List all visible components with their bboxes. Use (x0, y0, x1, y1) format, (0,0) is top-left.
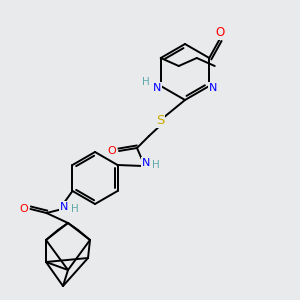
Text: N: N (60, 202, 69, 212)
Text: O: O (108, 146, 116, 156)
Text: N: N (153, 83, 161, 93)
Text: O: O (19, 204, 28, 214)
Text: H: H (152, 160, 160, 170)
Text: S: S (156, 113, 164, 127)
Text: O: O (216, 26, 225, 40)
Text: H: H (142, 77, 150, 87)
Text: N: N (209, 83, 218, 93)
Text: H: H (70, 204, 78, 214)
Text: N: N (142, 158, 150, 168)
